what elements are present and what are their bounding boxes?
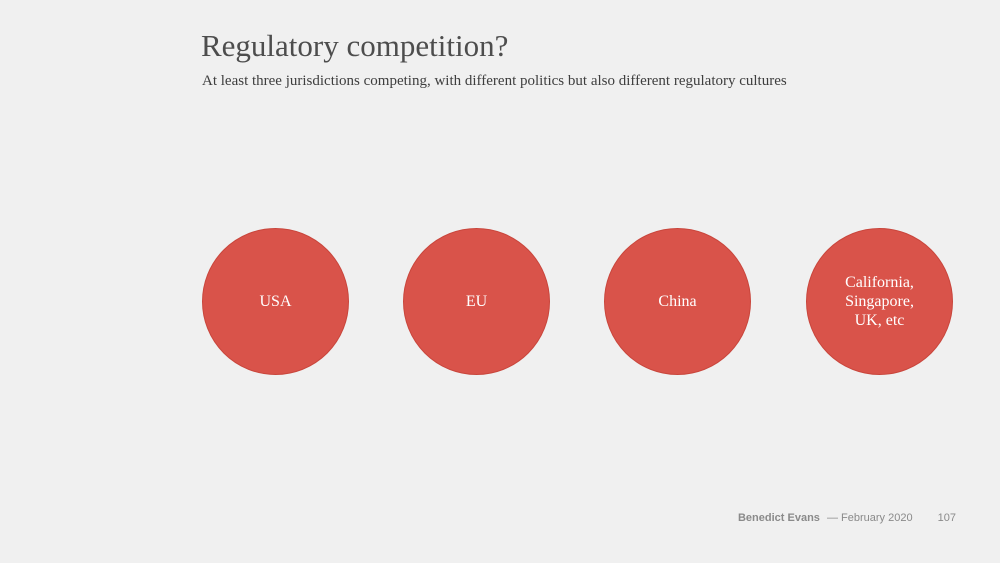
jurisdiction-circle-china: China [604,228,751,375]
footer-author: Benedict Evans [737,512,820,524]
jurisdiction-label: USA [259,293,292,310]
jurisdiction-label: EU [465,293,488,310]
jurisdiction-circle-usa: USA [202,228,349,375]
page-number: 107 [937,512,956,524]
footer-date: — February 2020 [826,512,913,524]
jurisdiction-label: California, Singapore, UK, etc [845,274,914,329]
jurisdiction-label: China [658,293,697,310]
slide-footer: Benedict Evans — February 2020 107 [738,511,956,525]
jurisdiction-circle-others: California, Singapore, UK, etc [806,228,953,375]
jurisdiction-circle-eu: EU [403,228,550,375]
slide-subtitle: At least three jurisdictions competing, … [202,73,787,89]
slide-title: Regulatory competition? [201,28,509,63]
